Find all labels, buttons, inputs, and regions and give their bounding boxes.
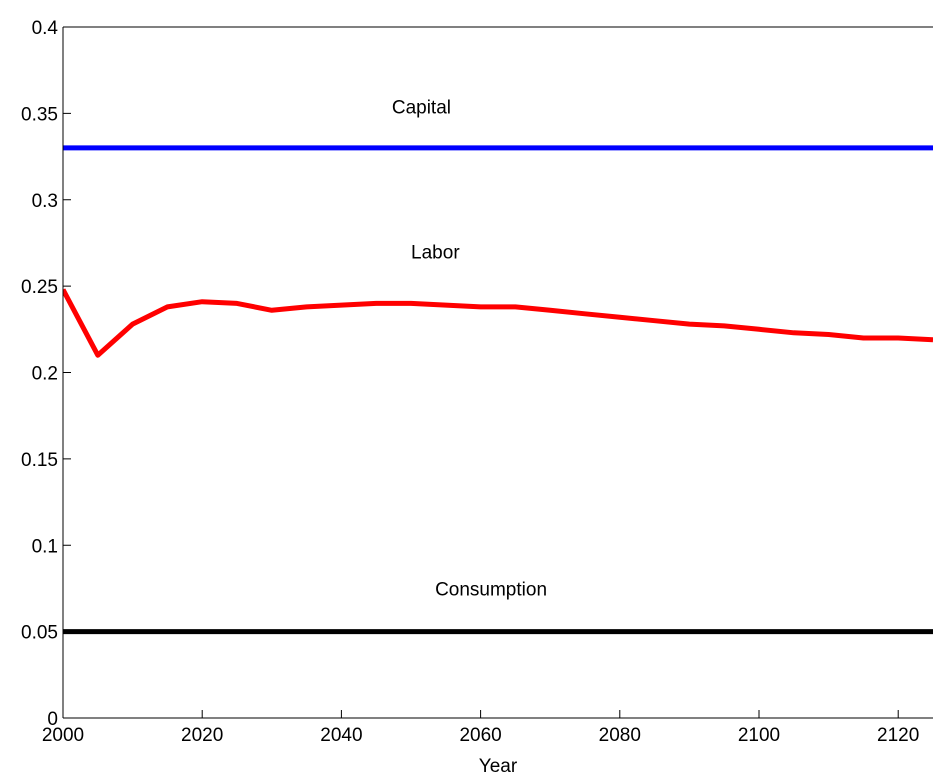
y-tick-label: 0.4 <box>32 18 59 39</box>
annotation-capital: Capital <box>392 97 451 118</box>
x-axis-label: Year <box>479 756 518 774</box>
y-tick-label: 0.05 <box>21 623 58 644</box>
x-tick-label: 2060 <box>459 725 501 746</box>
y-tick-label: 0.1 <box>32 536 58 557</box>
y-tick-label: 0 <box>47 709 58 730</box>
annotation-consumption: Consumption <box>435 579 547 600</box>
x-tick-label: 2080 <box>599 725 641 746</box>
x-tick-label: 2100 <box>738 725 780 746</box>
y-tick-label: 0.15 <box>21 450 58 471</box>
y-tick-label: 0.2 <box>32 364 58 385</box>
axes-layer <box>62 26 933 719</box>
x-tick-label: 2040 <box>320 725 362 746</box>
y-tick-label: 0.25 <box>21 277 58 298</box>
series-layer <box>63 145 933 635</box>
x-tick-label: 2120 <box>877 725 919 746</box>
x-tick-label: 2020 <box>181 725 223 746</box>
text-layer: 0 0.05 0.1 0.15 0.2 0.25 0.3 0.35 0.4 2000 2020 204… <box>21 18 919 774</box>
annotation-labor: Labor <box>411 242 460 263</box>
x-tick-label: 2000 <box>42 725 84 746</box>
series-line-labor <box>63 288 933 358</box>
y-tick-label: 0.35 <box>21 104 58 125</box>
y-tick-label: 0.3 <box>32 191 58 212</box>
